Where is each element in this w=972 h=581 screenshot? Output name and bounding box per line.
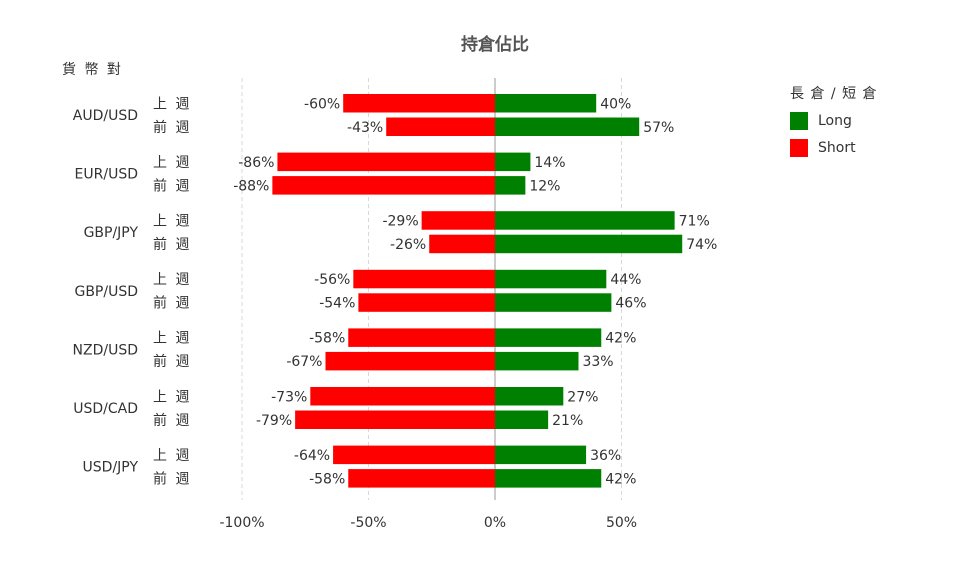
y-axis-title: 貨 幣 對 (62, 62, 123, 78)
bar-long (495, 176, 526, 195)
bar-short (429, 234, 495, 254)
data-label-long: 57% (643, 120, 674, 136)
bar-short (353, 269, 495, 289)
data-label-short: -43% (347, 120, 383, 136)
bar-short (358, 293, 495, 312)
data-label-long: 12% (529, 178, 560, 194)
legend-swatch-long (790, 111, 808, 130)
bar-long (495, 293, 612, 312)
data-label-long: 27% (567, 389, 598, 405)
subcategory-label: 上 週 (153, 448, 191, 464)
subcategory-label: 上 週 (153, 389, 191, 405)
category-label: USD/JPY (83, 460, 139, 476)
data-label-short: -88% (233, 178, 269, 194)
data-label-long: 74% (686, 237, 717, 253)
subcategory-label: 前 週 (153, 412, 191, 429)
bar-long (495, 351, 579, 371)
data-label-short: -60% (304, 96, 340, 112)
bar-short (277, 152, 495, 172)
data-label-long: 42% (605, 471, 636, 487)
subcategory-label: 前 週 (153, 177, 191, 194)
subcategory-label: 上 週 (153, 213, 191, 229)
data-label-long: 21% (552, 413, 583, 429)
chart-title: 持倉佔比 (461, 35, 529, 55)
bar-short (272, 176, 495, 195)
category-label: AUD/USD (73, 108, 138, 124)
bar-long (495, 117, 640, 136)
bar-short (310, 387, 495, 406)
legend: 長 倉 / 短 倉 Long Short (790, 83, 878, 161)
data-label-long: 71% (679, 213, 710, 229)
legend-swatch-short (790, 138, 808, 157)
bar-long (495, 234, 683, 254)
subcategory-label: 上 週 (153, 331, 191, 347)
legend-item-long[interactable]: Long (790, 107, 878, 134)
legend-title: 長 倉 / 短 倉 (790, 86, 878, 102)
data-label-long: 44% (610, 272, 641, 288)
data-label-short: -67% (286, 354, 322, 370)
bar-long (495, 328, 602, 347)
data-label-long: 42% (605, 331, 636, 347)
data-label-short: -26% (390, 237, 426, 253)
data-label-short: -58% (309, 471, 345, 487)
legend-item-short[interactable]: Short (790, 134, 878, 161)
category-label: GBP/JPY (84, 225, 139, 241)
bar-long (495, 387, 564, 406)
data-label-short: -79% (256, 413, 292, 429)
data-label-short: -86% (238, 155, 274, 171)
bar-long (495, 152, 531, 172)
category-label: GBP/USD (74, 284, 138, 300)
subcategory-label: 前 週 (153, 295, 191, 312)
x-tick-label: -50% (350, 515, 386, 531)
category-label: EUR/USD (75, 167, 138, 183)
legend-label-short: Short (818, 139, 856, 156)
bar-short (386, 117, 495, 136)
subcategory-label: 前 週 (153, 353, 191, 370)
data-label-long: 33% (582, 354, 613, 370)
data-label-long: 36% (590, 448, 621, 464)
bar-short (295, 410, 495, 429)
bar-short (333, 445, 495, 465)
data-label-short: -54% (319, 296, 355, 312)
data-label-long: 14% (534, 155, 565, 171)
bar-short (348, 328, 495, 347)
category-label: USD/CAD (73, 401, 138, 417)
category-label: NZD/USD (73, 342, 138, 358)
x-tick-label: 50% (606, 515, 637, 531)
data-label-short: -73% (271, 389, 307, 405)
data-label-short: -64% (294, 448, 330, 464)
bar-short (343, 94, 495, 113)
subcategory-label: 上 週 (153, 96, 191, 112)
data-label-short: -29% (382, 213, 418, 229)
bar-long (495, 211, 675, 230)
x-tick-label: -100% (219, 515, 264, 531)
data-label-short: -58% (309, 331, 345, 347)
bar-long (495, 445, 587, 465)
subcategory-label: 上 週 (153, 155, 191, 171)
bar-long (495, 94, 597, 113)
subcategory-label: 前 週 (153, 470, 191, 487)
subcategory-label: 前 週 (153, 236, 191, 253)
bar-long (495, 269, 607, 289)
data-label-short: -56% (314, 272, 350, 288)
x-tick-label: 0% (484, 515, 506, 531)
bar-long (495, 469, 602, 488)
data-label-long: 40% (600, 96, 631, 112)
subcategory-label: 前 週 (153, 119, 191, 136)
data-label-long: 46% (615, 296, 646, 312)
legend-label-long: Long (818, 112, 852, 129)
subcategory-label: 上 週 (153, 272, 191, 288)
bar-long (495, 410, 549, 429)
bar-short (421, 211, 495, 230)
bar-short (348, 469, 495, 488)
bar-short (325, 351, 495, 371)
